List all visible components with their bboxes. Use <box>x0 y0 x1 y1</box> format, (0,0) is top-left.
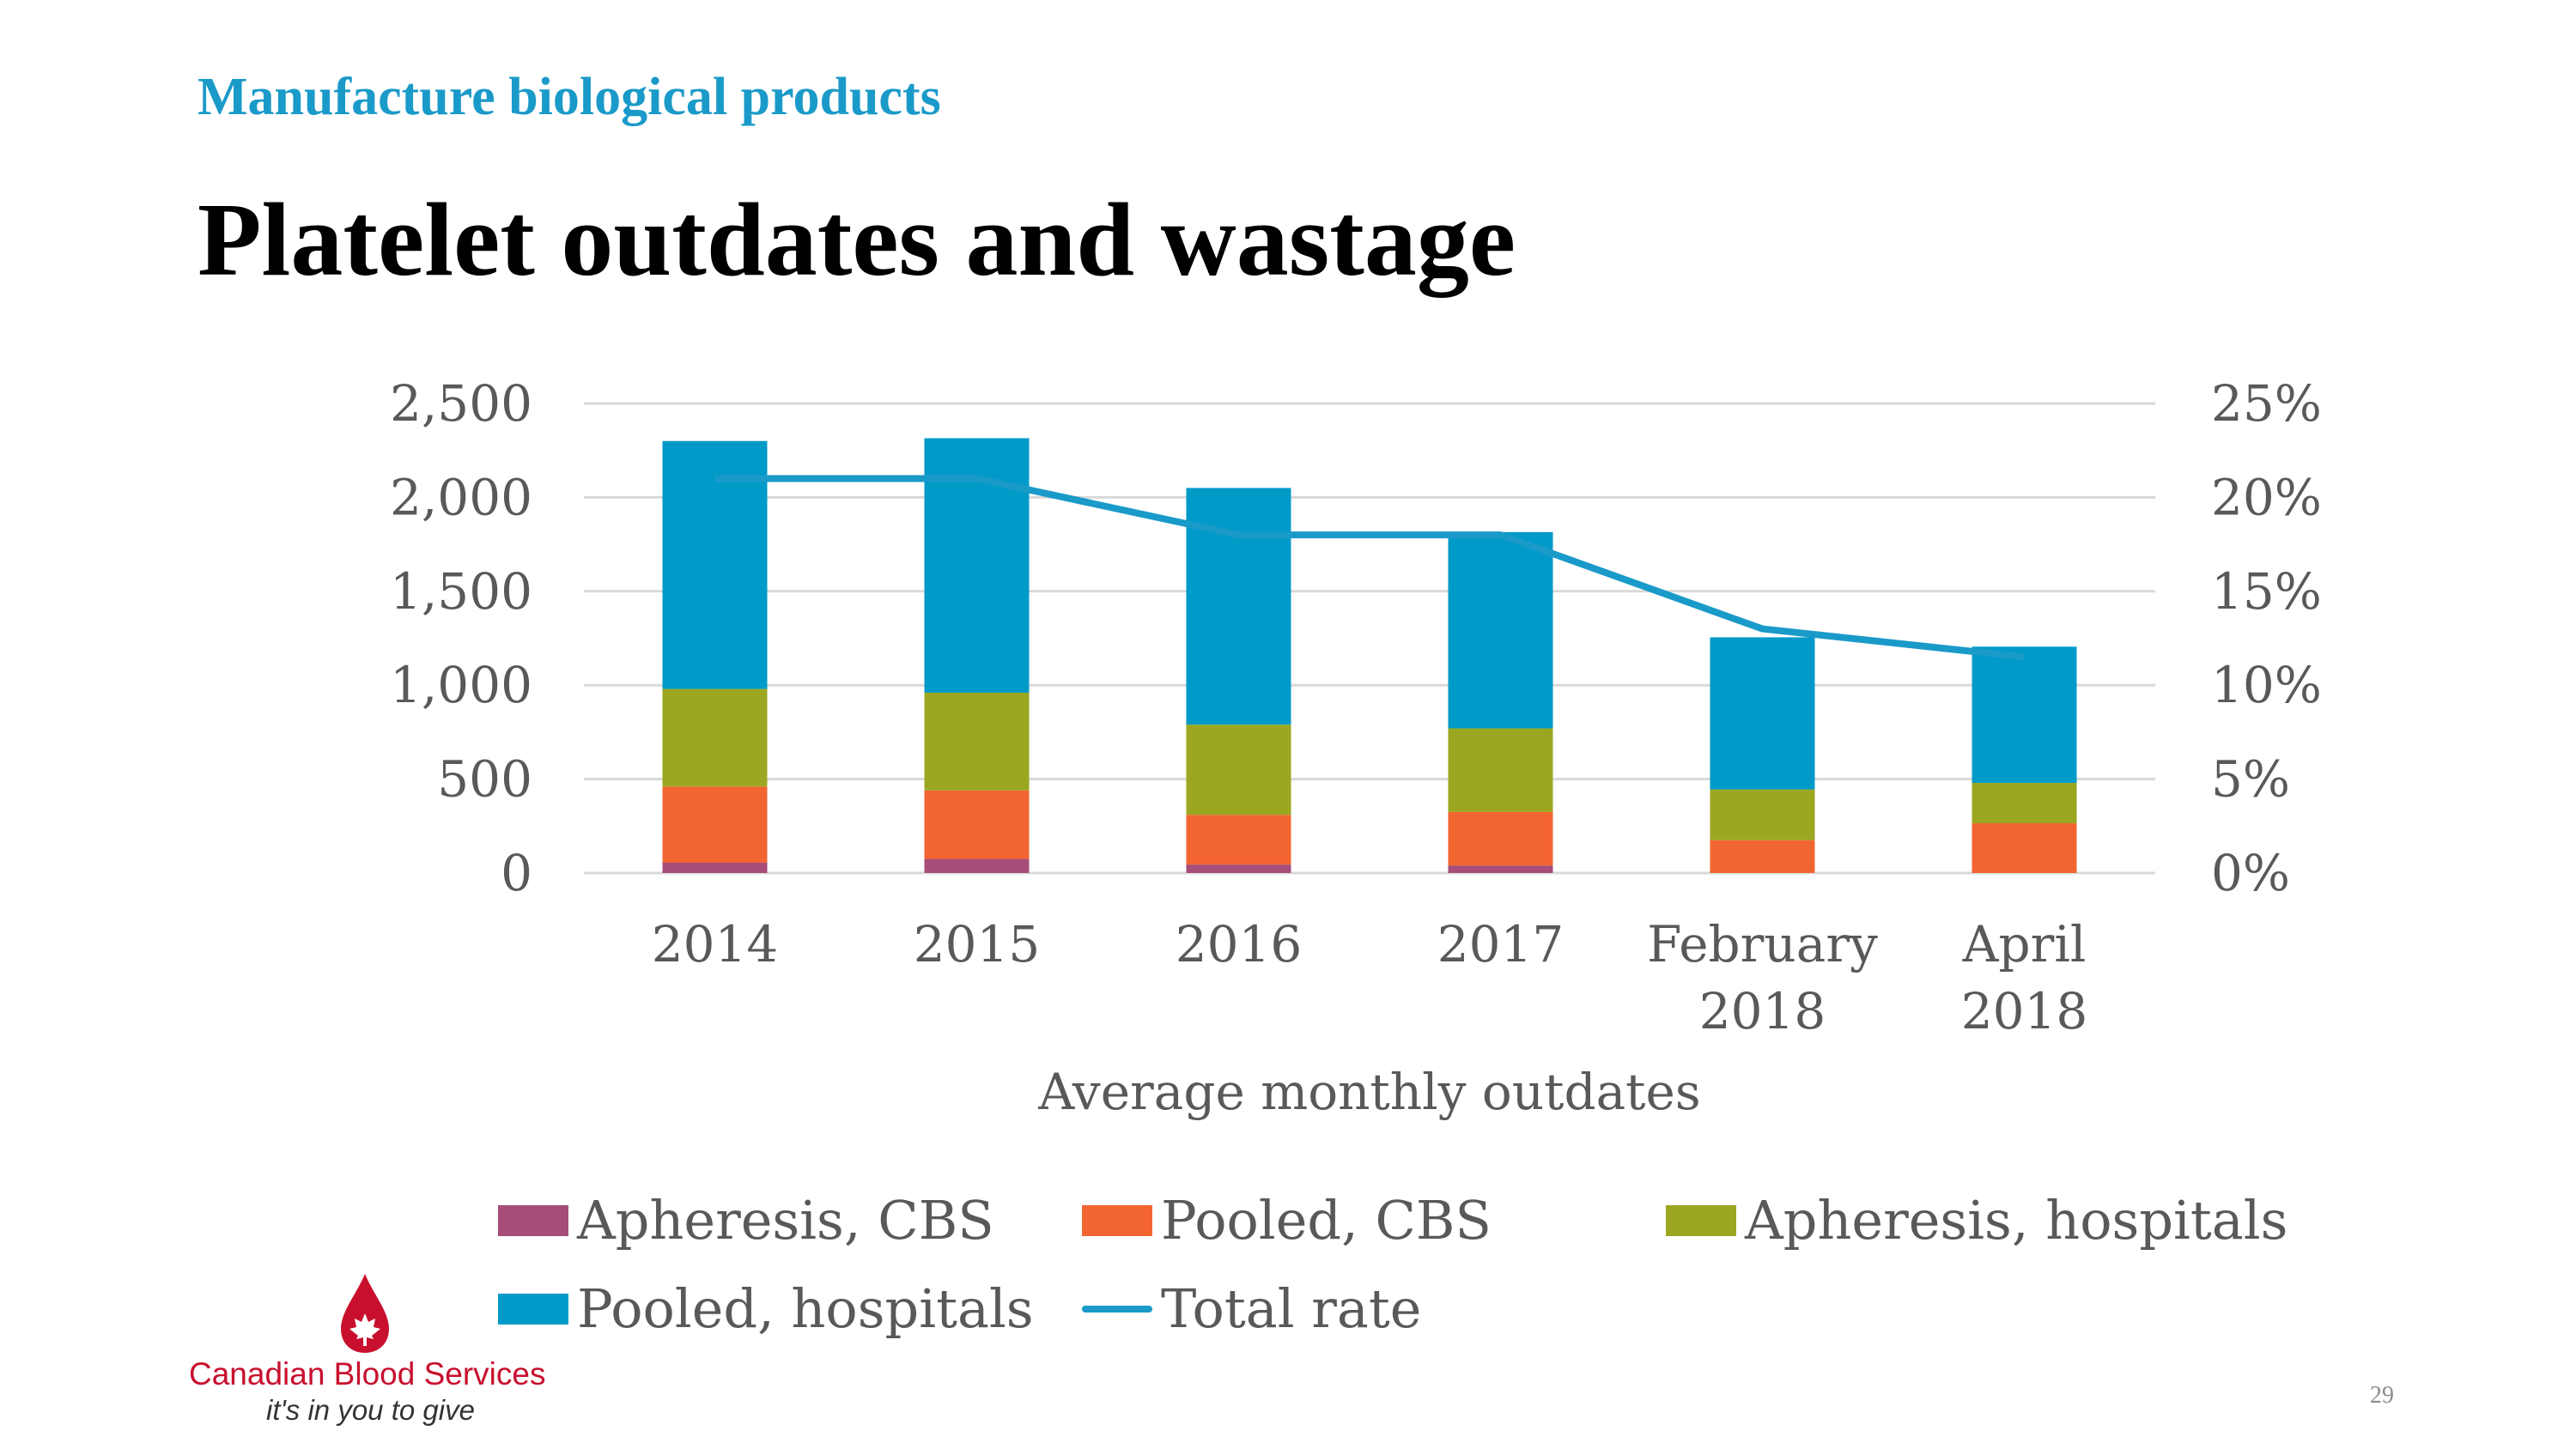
legend-label: Apheresis, hospitals <box>1745 1189 2288 1252</box>
legend-item: Apheresis, hospitals <box>1666 1189 2287 1252</box>
bar-segment <box>662 440 768 689</box>
y2-tick-label: 20% <box>2211 468 2322 526</box>
y2-tick-label: 10% <box>2211 656 2322 714</box>
blood-drop-maple-leaf-icon <box>341 1274 389 1353</box>
logo-name: Canadian Blood Services <box>189 1356 546 1391</box>
bar-segment <box>1186 864 1291 873</box>
bar-segment <box>1710 637 1815 790</box>
logo-tagline: it's in you to give <box>266 1394 475 1426</box>
y2-tick-label: 5% <box>2211 750 2290 809</box>
x-tick-label: 2014 <box>652 915 779 973</box>
legend-label: Pooled, hospitals <box>577 1277 1034 1340</box>
bar-segment <box>924 790 1030 859</box>
legend-label: Total rate <box>1161 1277 1422 1340</box>
y-tick-label: 1,000 <box>390 656 532 714</box>
legend-swatch <box>498 1293 568 1325</box>
total-rate-line <box>714 475 2025 661</box>
y-tick-label: 2,500 <box>390 374 532 433</box>
x-tick-label: 2016 <box>1176 915 1303 973</box>
bar-segment <box>1448 865 1553 873</box>
bar-segment <box>1448 531 1553 729</box>
bar-segment <box>1710 840 1815 873</box>
legend-item: Apheresis, CBS <box>498 1189 994 1252</box>
bar-segment <box>1448 728 1553 812</box>
y-tick-label: 2,000 <box>390 468 532 526</box>
bar-segment <box>1448 811 1553 866</box>
bar-segment <box>1971 823 2077 873</box>
bar-segment <box>662 862 768 873</box>
bar-segment <box>924 692 1030 791</box>
legend-item: Pooled, hospitals <box>498 1277 1034 1340</box>
slide-subtitle: Manufacture biological products <box>197 68 941 126</box>
bar-segment <box>1971 646 2077 783</box>
legend-item: Total rate <box>1082 1277 1422 1340</box>
y2-tick-label: 0% <box>2211 844 2290 902</box>
y-tick-label: 0 <box>501 844 532 902</box>
y-tick-label: 500 <box>437 750 532 809</box>
slide-title: Platelet outdates and wastage <box>197 182 1516 298</box>
y2-tick-label: 25% <box>2211 374 2322 433</box>
bar-segment <box>1710 789 1815 840</box>
legend-swatch <box>498 1204 568 1236</box>
legend-label: Pooled, CBS <box>1161 1189 1492 1252</box>
y-tick-label: 1,500 <box>390 562 532 621</box>
bar-segment <box>662 786 768 863</box>
x-tick-label: 2017 <box>1437 915 1564 973</box>
y2-tick-label: 15% <box>2211 562 2322 621</box>
x-axis-title: Average monthly outdates <box>1037 1063 1700 1121</box>
legend-label: Apheresis, CBS <box>577 1189 994 1252</box>
x-tick-label: February 2018 <box>1647 915 1878 1040</box>
legend-swatch <box>1082 1204 1152 1236</box>
legend-swatch <box>1666 1204 1736 1236</box>
bar-segment <box>1971 782 2077 824</box>
x-tick-label: April 2018 <box>1961 915 2088 1040</box>
canadian-blood-services-logo: Canadian Blood Services it's in you to g… <box>189 1270 545 1434</box>
stacked-bar-line-chart: 0 500 1,000 1,500 2,000 2,500 0% 5% 10% 15% 20% 25%… <box>390 374 2322 1121</box>
legend-line-swatch <box>1082 1305 1152 1313</box>
bar-segment <box>1186 815 1291 865</box>
page-number: 29 <box>2370 1382 2394 1409</box>
bar-segment <box>924 858 1030 873</box>
x-tick-label: 2015 <box>914 915 1041 973</box>
bar-segment <box>1186 488 1291 725</box>
bar-segment <box>1186 724 1291 815</box>
legend-item: Pooled, CBS <box>1082 1189 1492 1252</box>
bar-segment <box>662 688 768 787</box>
